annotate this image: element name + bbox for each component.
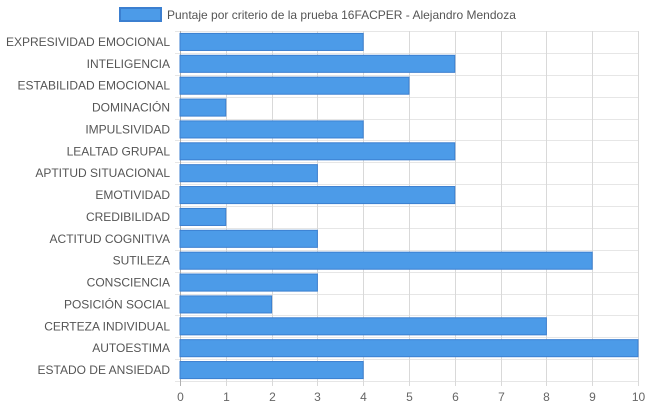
category-label: INTELIGENCIA: [87, 57, 170, 71]
category-label: ESTADO DE ANSIEDAD: [38, 363, 171, 377]
bar: [179, 339, 639, 358]
bar: [179, 317, 547, 336]
bar: [179, 142, 456, 161]
category-label: CREDIBILIDAD: [86, 210, 170, 224]
category-label: EMOTIVIDAD: [95, 188, 170, 202]
bar: [179, 207, 227, 226]
bar: [179, 54, 456, 73]
x-tick-label: 0: [177, 390, 184, 404]
legend-swatch: [119, 7, 162, 22]
category-labels: EXPRESIVIDAD EMOCIONAL INTELIGENCIA ESTABI…: [6, 35, 170, 377]
bar: [179, 98, 227, 117]
category-label: LEALTAD GRUPAL: [67, 144, 171, 158]
category-label: IMPULSIVIDAD: [85, 122, 170, 136]
category-label: DOMINACIÓN: [92, 100, 170, 115]
legend-label: Puntaje por criterio de la prueba 16FACP…: [167, 8, 516, 22]
x-tick-label: 5: [406, 390, 413, 404]
bar: [179, 120, 364, 139]
x-tick-label: 7: [498, 390, 505, 404]
bar: [179, 164, 318, 183]
bar: [179, 251, 593, 270]
x-tick-label: 8: [543, 390, 550, 404]
x-tick-label: 4: [360, 390, 367, 404]
bar: [179, 361, 364, 380]
category-label: POSICIÓN SOCIAL: [64, 296, 170, 311]
x-tick-label: 3: [314, 390, 321, 404]
category-label: CONSCIENCIA: [87, 276, 170, 290]
bar: [179, 76, 410, 95]
x-tick-label: 9: [589, 390, 596, 404]
category-label: EXPRESIVIDAD EMOCIONAL: [6, 35, 170, 49]
x-tick-labels: 0 1 2 3 4 5 6 7 8 9 10: [177, 390, 645, 404]
category-label: SUTILEZA: [113, 254, 170, 268]
category-label: AUTOESTIMA: [92, 341, 170, 355]
x-tick-label: 2: [269, 390, 276, 404]
x-tick-label: 6: [452, 390, 459, 404]
bar: [179, 295, 273, 314]
bar: [179, 229, 318, 248]
bar: [179, 32, 364, 51]
category-label: CERTEZA INDIVIDUAL: [44, 319, 170, 333]
x-tick-label: 10: [632, 390, 646, 404]
bar: [179, 186, 456, 205]
category-label: ACTITUD COGNITIVA: [50, 232, 170, 246]
bars: [179, 32, 639, 380]
x-tick-label: 1: [223, 390, 230, 404]
category-label: APTITUD SITUACIONAL: [35, 166, 170, 180]
bar: [179, 273, 318, 292]
chart-legend[interactable]: Puntaje por criterio de la prueba 16FACP…: [119, 7, 516, 22]
category-label: ESTABILIDAD EMOCIONAL: [18, 79, 171, 93]
